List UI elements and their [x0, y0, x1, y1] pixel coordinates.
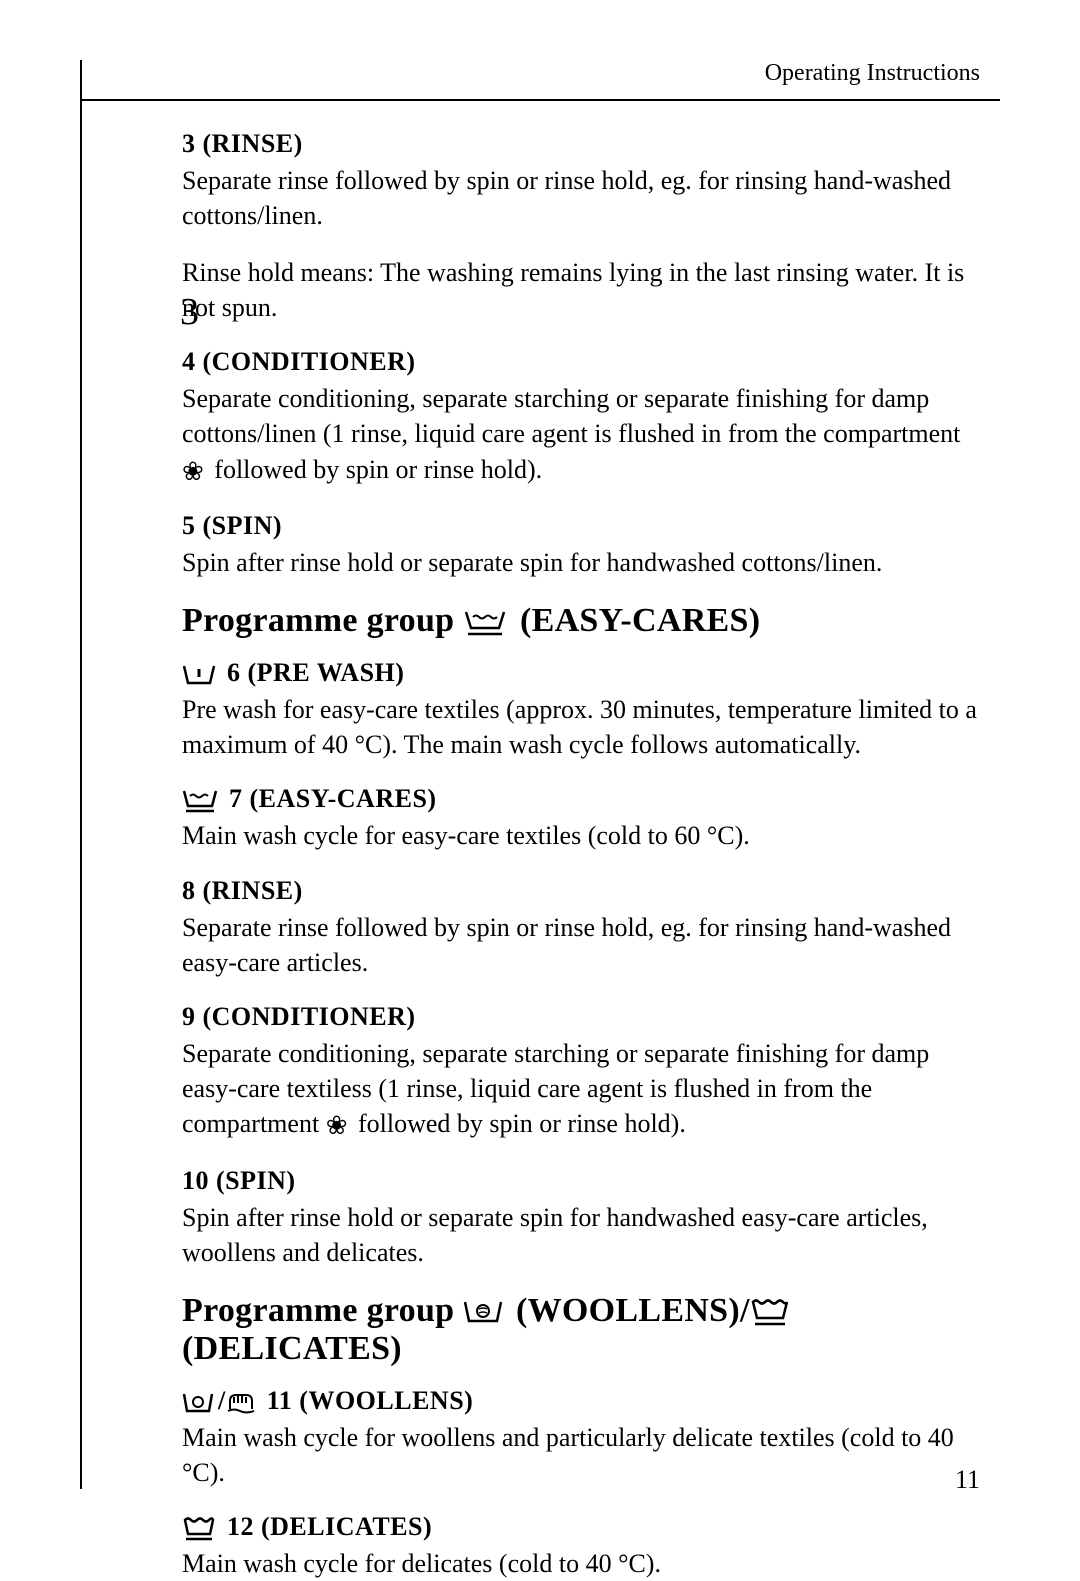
section-11-title-text: 11 (WOOLLENS): [260, 1386, 474, 1415]
header-title: Operating Instructions: [765, 60, 980, 86]
group-wool-heading: Programme group (WOOLLENS)/ (DELICATES): [182, 1292, 980, 1368]
section-3-title: 3 (RINSE): [182, 129, 980, 159]
section-4-title: 4 (CONDITIONER): [182, 347, 980, 377]
section-6-body: Pre wash for easy-care textiles (approx.…: [182, 692, 980, 762]
margin-note-3: 3: [180, 290, 199, 334]
wool-tub-icon: [182, 1391, 214, 1415]
group-wool-a: Programme group: [182, 1292, 463, 1329]
section-4-body-a: Separate conditioning, separate starchin…: [182, 384, 960, 448]
flower-icon: ❀: [182, 454, 204, 489]
group-easy-a: Programme group: [182, 602, 463, 639]
page-content: 3 (RINSE) Separate rinse followed by spi…: [82, 101, 1000, 1581]
tub-underline-icon: [182, 788, 218, 814]
page-number: 11: [955, 1465, 980, 1495]
section-7-title-text: 7 (EASY-CARES): [222, 784, 437, 813]
section-8-title: 8 (RINSE): [182, 876, 980, 906]
section-3-body: Separate rinse followed by spin or rinse…: [182, 163, 980, 233]
section-8-body: Separate rinse followed by spin or rinse…: [182, 910, 980, 980]
section-9-title: 9 (CONDITIONER): [182, 1002, 980, 1032]
page-header: Operating Instructions: [80, 60, 1000, 101]
sep: /: [218, 1386, 226, 1415]
section-10-title: 10 (SPIN): [182, 1166, 980, 1196]
flower-icon: ❀: [326, 1108, 348, 1143]
section-5-body: Spin after rinse hold or separate spin f…: [182, 545, 980, 580]
section-5-title: 5 (SPIN): [182, 511, 980, 541]
section-10-body: Spin after rinse hold or separate spin f…: [182, 1200, 980, 1270]
tub-underline-icon: [463, 608, 507, 638]
section-7-body: Main wash cycle for easy-care textiles (…: [182, 818, 980, 853]
section-11-title: / 11 (WOOLLENS): [182, 1386, 980, 1416]
prewash-icon: [182, 663, 216, 687]
section-6-title: 6 (PRE WASH): [182, 658, 980, 688]
section-7-title: 7 (EASY-CARES): [182, 784, 980, 814]
wool-tub-icon: [463, 1299, 503, 1327]
group-easy-b: (EASY-CARES): [511, 602, 760, 639]
page-frame: Operating Instructions 3 3 (RINSE) Separ…: [80, 60, 1000, 1489]
rinse-hold-note: Rinse hold means: The washing remains ly…: [182, 255, 980, 325]
section-12-title: 12 (DELICATES): [182, 1512, 980, 1542]
section-12-title-text: 12 (DELICATES): [220, 1512, 432, 1541]
hand-wash-icon: [226, 1391, 256, 1415]
delicates-tub-icon: [750, 1298, 790, 1328]
section-4-body-b: followed by spin or rinse hold).: [208, 455, 542, 484]
group-wool-c: (DELICATES): [182, 1330, 402, 1367]
section-4-body: Separate conditioning, separate starchin…: [182, 381, 980, 489]
group-wool-b: (WOOLLENS)/: [507, 1292, 750, 1329]
section-6-title-text: 6 (PRE WASH): [220, 658, 404, 687]
group-easy-heading: Programme group (EASY-CARES): [182, 602, 980, 640]
section-12-body: Main wash cycle for delicates (cold to 4…: [182, 1546, 980, 1581]
section-9-body-b: followed by spin or rinse hold).: [351, 1109, 685, 1138]
section-9-body: Separate conditioning, separate starchin…: [182, 1036, 980, 1144]
section-11-body: Main wash cycle for woollens and particu…: [182, 1420, 980, 1490]
